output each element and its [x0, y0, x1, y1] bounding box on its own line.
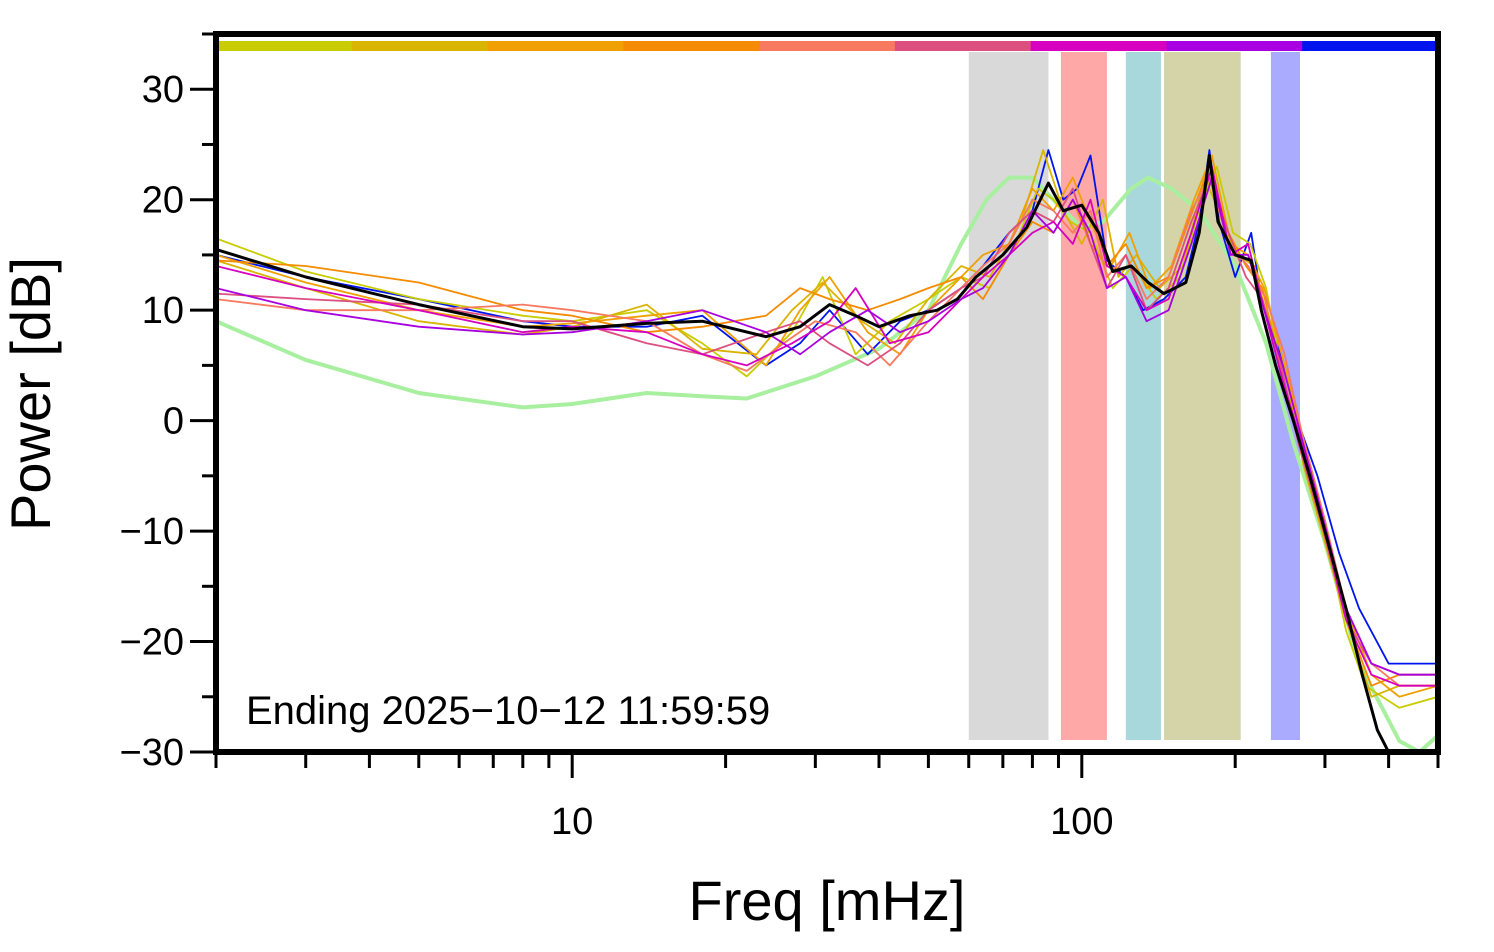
y-tick-label: −10	[120, 511, 184, 553]
frequency-band-3	[1125, 52, 1161, 740]
color-bar-segment-5	[759, 41, 896, 51]
y-tick-label: 20	[142, 180, 184, 222]
color-bar-segment-4	[623, 41, 760, 51]
color-bar-segment-9	[1302, 41, 1439, 51]
series-line-6	[216, 176, 1438, 687]
x-tick-label: 10	[551, 801, 593, 843]
series-line-9	[216, 176, 1438, 676]
y-tick-label: −20	[120, 622, 184, 664]
y-axis-label: Power [dB]	[0, 257, 62, 531]
color-bar-segment-3	[487, 41, 624, 51]
color-bar-segment-1	[216, 41, 353, 51]
x-tick-label: 100	[1050, 801, 1113, 843]
series-line-8	[216, 165, 1438, 687]
plot-frame	[213, 31, 1441, 755]
x-axis-label: Freq [mHz]	[689, 869, 966, 932]
annotation-timestamp: Ending 2025−10−12 11:59:59	[246, 689, 770, 733]
y-tick-label: 30	[142, 69, 184, 111]
mean-curve	[216, 154, 1391, 752]
color-bar-segment-6	[894, 41, 1032, 51]
frequency-band-1	[968, 52, 1049, 740]
y-tick-label: 10	[142, 290, 184, 332]
color-bar-segment-8	[1166, 41, 1303, 51]
color-bar-segment-7	[1030, 41, 1167, 51]
y-tick-label: 0	[163, 401, 184, 443]
frequency-band-2	[1060, 52, 1107, 740]
series-lines	[216, 149, 1438, 752]
series-line-7	[216, 176, 1438, 676]
frequency-band-4	[1164, 52, 1241, 740]
top-color-bar	[216, 41, 1439, 51]
color-bar-segment-2	[351, 41, 489, 51]
y-tick-label: −30	[120, 732, 184, 774]
